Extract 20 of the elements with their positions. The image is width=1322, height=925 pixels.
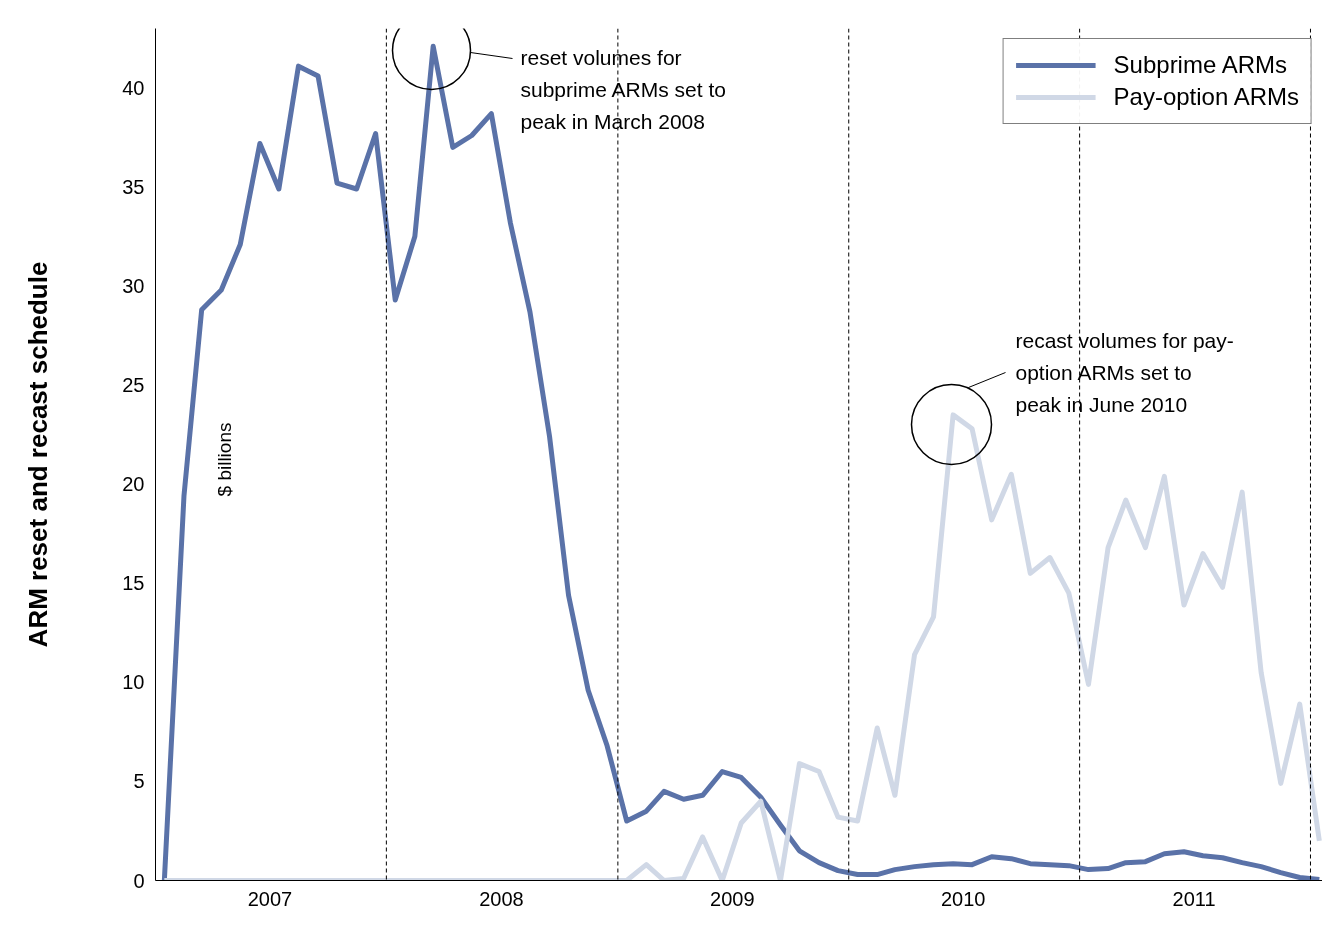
y-tick-label: 20 (122, 473, 145, 496)
y-tick-label: 30 (122, 275, 145, 298)
x-tick-label: 2007 (247, 887, 293, 910)
y-tick-label: 35 (122, 176, 145, 199)
y-tick-label: 10 (122, 671, 145, 694)
x-tick-label: 2008 (479, 887, 524, 910)
legend-label: Subprime ARMs (1113, 51, 1287, 79)
annotation: $ billions (214, 422, 235, 497)
x-tick-label: 2009 (710, 887, 755, 910)
annotation: recast volumes for pay- option ARMs set to peak in June 2010 (1015, 328, 1234, 416)
y-axis-title: ARM reset and recast schedule (23, 261, 54, 648)
annotation: reset volumes for subprime ARMs set to peak in March 2008 (520, 45, 726, 133)
y-tick-label: 40 (122, 76, 145, 99)
y-tick-label: 25 (122, 374, 145, 397)
y-tick-label: 0 (133, 869, 145, 892)
legend-label: Pay-option ARMs (1113, 83, 1299, 111)
x-tick-label: 2011 (1172, 887, 1216, 910)
y-tick-label: 5 (133, 770, 145, 793)
y-tick-label: 15 (122, 572, 145, 595)
x-tick-label: 2010 (940, 887, 986, 910)
